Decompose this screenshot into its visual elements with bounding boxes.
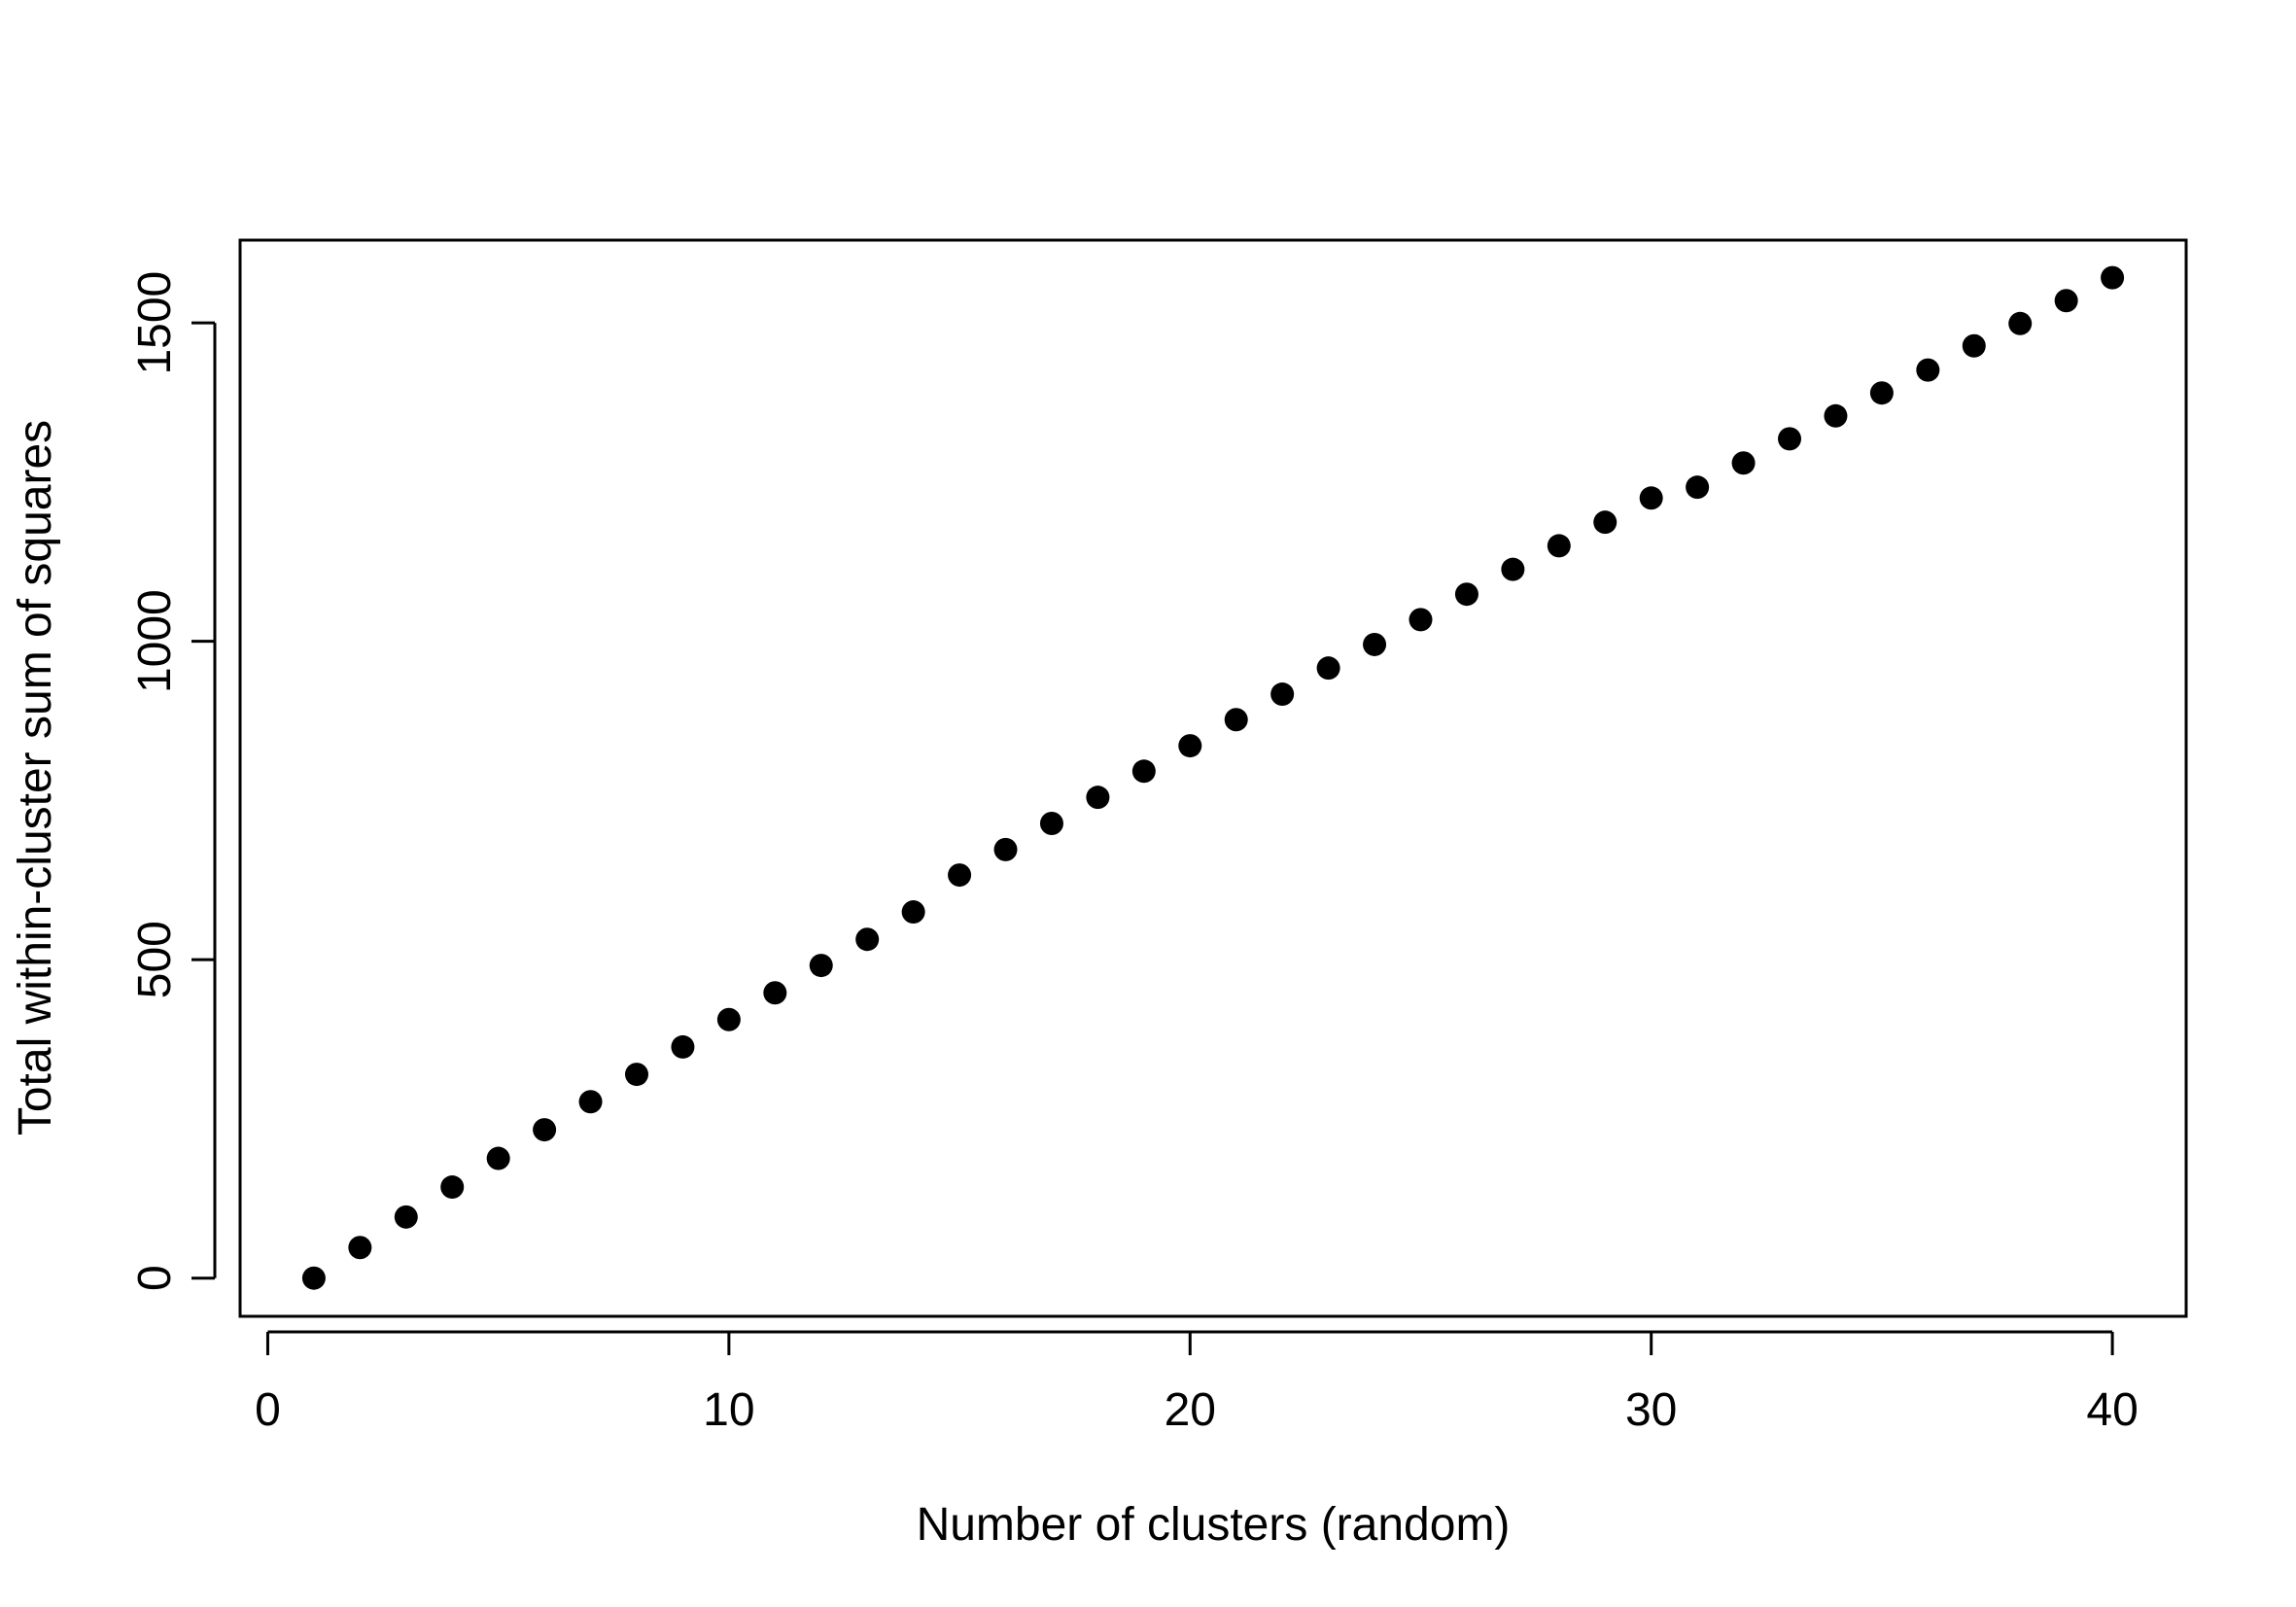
data-point xyxy=(1086,786,1110,810)
data-point xyxy=(716,1007,741,1031)
data-point xyxy=(1731,451,1756,475)
x-tick-label: 20 xyxy=(1165,1384,1216,1436)
y-axis: 0 500 1000 1500 xyxy=(129,271,217,1291)
data-point xyxy=(1824,403,1848,428)
y-tick-label: 1500 xyxy=(129,271,181,375)
y-tick-label: 1000 xyxy=(129,589,181,693)
data-point xyxy=(301,1266,326,1290)
data-point xyxy=(855,927,880,952)
data-point xyxy=(1363,632,1387,656)
data-point xyxy=(348,1236,372,1260)
data-point xyxy=(624,1063,648,1087)
data-point xyxy=(1039,812,1063,836)
plot-frame xyxy=(238,238,2188,1318)
data-point xyxy=(809,954,833,978)
data-point xyxy=(1131,759,1156,784)
x-tick-label: 0 xyxy=(255,1384,281,1436)
data-point xyxy=(1778,427,1802,451)
data-point xyxy=(1593,510,1618,535)
data-point xyxy=(2054,289,2078,313)
data-point xyxy=(1270,682,1295,707)
data-point xyxy=(1916,358,1940,382)
data-point xyxy=(763,981,787,1005)
x-axis: 0 10 20 30 40 xyxy=(255,1330,2139,1436)
data-point xyxy=(901,900,925,925)
data-point xyxy=(1501,557,1525,581)
data-point xyxy=(948,863,972,888)
data-point xyxy=(440,1175,465,1200)
data-point xyxy=(1409,608,1433,632)
data-point xyxy=(578,1090,603,1114)
data-point xyxy=(1962,333,1986,358)
data-point xyxy=(2008,311,2033,335)
data-point xyxy=(1869,381,1894,405)
x-tick-label: 30 xyxy=(1625,1384,1677,1436)
data-point xyxy=(1178,734,1202,758)
data-point xyxy=(1686,475,1710,500)
y-tick-label: 0 xyxy=(129,1265,181,1291)
data-point xyxy=(993,837,1018,861)
data-point xyxy=(533,1118,557,1142)
x-axis-title: Number of clusters (random) xyxy=(917,1499,1511,1551)
data-point xyxy=(1639,486,1663,510)
x-tick-label: 10 xyxy=(703,1384,754,1436)
data-point xyxy=(394,1205,418,1229)
data-point xyxy=(2101,265,2125,290)
y-tick-label: 500 xyxy=(129,921,181,998)
x-tick-label: 40 xyxy=(2086,1384,2138,1436)
data-point xyxy=(671,1034,695,1059)
data-points xyxy=(301,265,2125,1290)
data-point xyxy=(486,1146,510,1170)
data-point xyxy=(1547,534,1571,558)
data-point xyxy=(1454,582,1478,607)
y-axis-title: Total within-cluster sum of squares xyxy=(10,420,61,1135)
data-point xyxy=(1316,656,1340,681)
data-point xyxy=(1224,708,1248,732)
